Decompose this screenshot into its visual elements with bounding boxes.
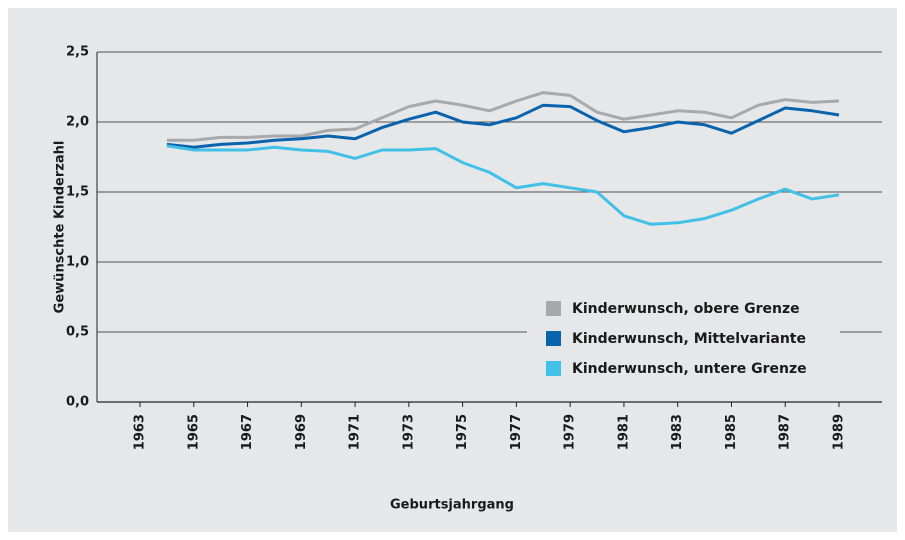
legend-label: Kinderwunsch, obere Grenze bbox=[572, 301, 800, 317]
series-line bbox=[166, 144, 840, 226]
x-tick-label: 1963 bbox=[133, 414, 148, 450]
y-tick-label: 2,5 bbox=[66, 45, 89, 60]
x-tick-label: 1967 bbox=[240, 414, 255, 450]
x-axis-title: Geburtsjahrgang bbox=[390, 498, 514, 513]
legend-swatch bbox=[546, 331, 561, 346]
x-tick-label: 1977 bbox=[509, 414, 524, 450]
legend-label: Kinderwunsch, untere Grenze bbox=[572, 361, 807, 377]
legend-box bbox=[527, 290, 840, 386]
x-tick-label: 1971 bbox=[348, 414, 363, 450]
x-tick-label: 1969 bbox=[294, 414, 309, 450]
x-tick-label: 1981 bbox=[616, 414, 631, 450]
series-line bbox=[166, 91, 840, 142]
legend-swatch bbox=[546, 361, 561, 376]
y-tick-label: 1,0 bbox=[66, 255, 89, 270]
y-tick-label: 2,0 bbox=[66, 115, 89, 130]
x-tick-label: 1973 bbox=[401, 414, 416, 450]
y-tick-label: 1,5 bbox=[66, 185, 89, 200]
x-tick-label: 1985 bbox=[724, 414, 739, 450]
x-tick-label: 1979 bbox=[563, 414, 578, 450]
y-tick-label: 0,0 bbox=[66, 395, 89, 410]
background bbox=[8, 8, 897, 532]
x-tick-label: 1983 bbox=[670, 414, 685, 450]
y-tick-label: 0,5 bbox=[66, 325, 89, 340]
y-axis-title: Gewünschte Kinderzahl bbox=[53, 141, 68, 314]
x-tick-label: 1987 bbox=[778, 414, 793, 450]
x-tick-label: 1989 bbox=[831, 414, 846, 450]
x-tick-label: 1975 bbox=[455, 414, 470, 450]
legend-label: Kinderwunsch, Mittelvariante bbox=[572, 331, 806, 347]
legend-swatch bbox=[546, 301, 561, 316]
x-tick-label: 1965 bbox=[186, 414, 201, 450]
series-line bbox=[166, 103, 840, 149]
